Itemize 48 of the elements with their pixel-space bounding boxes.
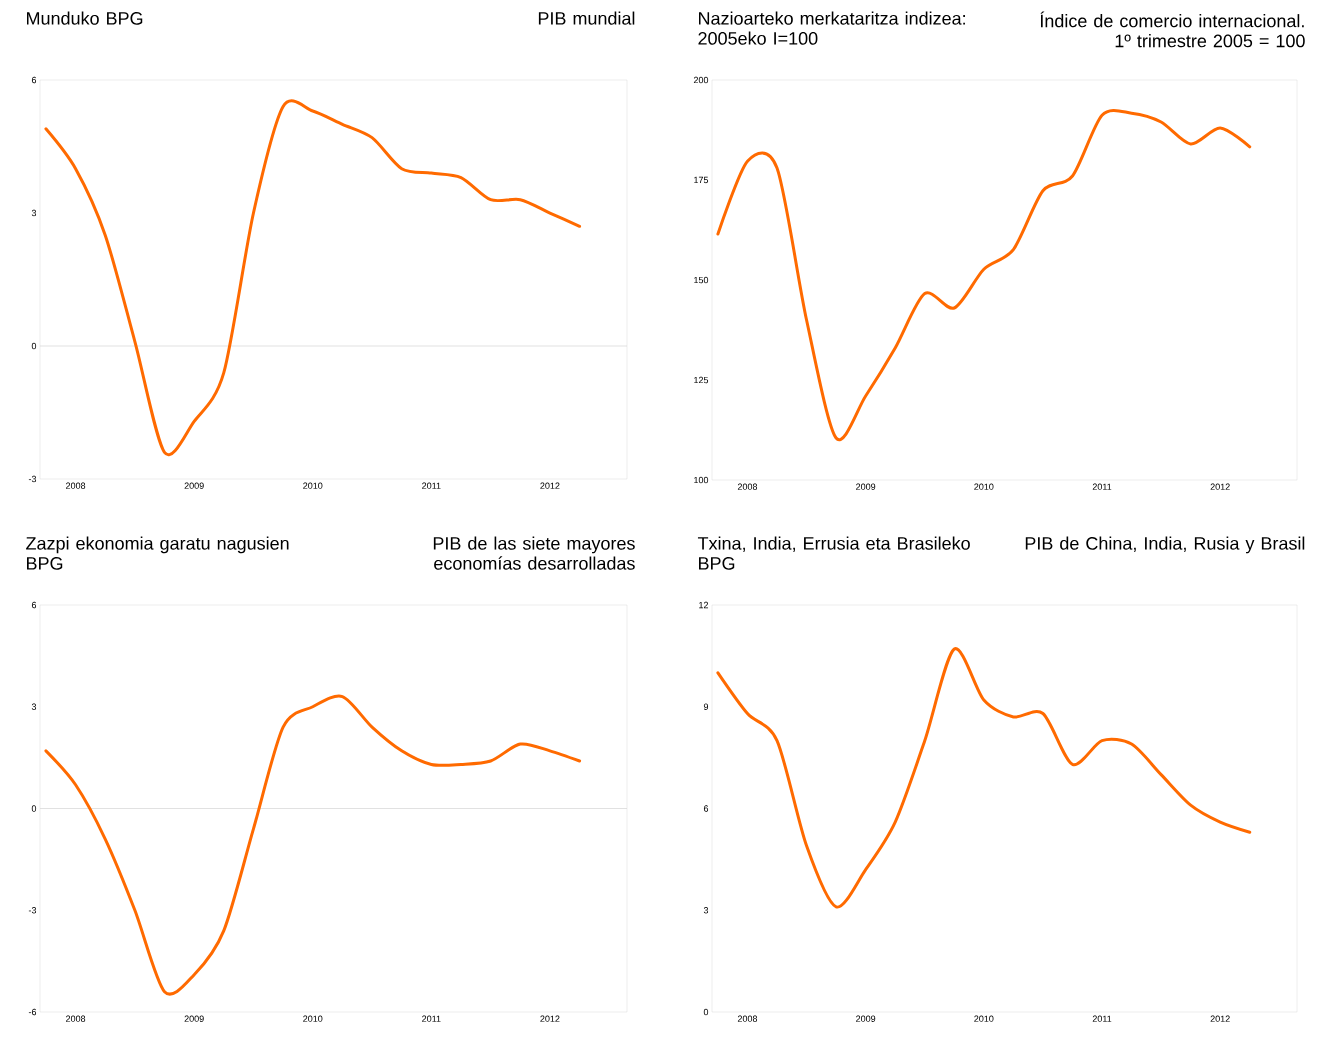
chart-title: Nazioarteko merkataritza indizea: 2005eko I=100 [698, 11, 965, 45]
x-tick-label: 2008 [737, 483, 758, 490]
y-tick-label: 3 [703, 907, 709, 914]
y-tick-label: 0 [31, 805, 37, 812]
x-tick-label: 2012 [540, 1015, 560, 1022]
chart-subtitle: PIB de las siete mayores economías desarrolladas [433, 536, 635, 570]
x-tick-label: 2011 [422, 482, 441, 489]
x-tick-label: 2010 [303, 482, 323, 489]
x-tick-label: 2010 [974, 1015, 994, 1022]
x-tick-label: 2011 [422, 1015, 441, 1022]
chart-title: Zazpi ekonomia garatu nagusien BPG [26, 536, 289, 570]
chart-title: Munduko BPG [27, 11, 143, 25]
y-tick-label: 6 [703, 805, 709, 812]
y-tick-label: 150 [694, 276, 709, 284]
y-tick-label: -3 [28, 475, 37, 483]
y-tick-label: 3 [31, 209, 37, 217]
x-tick-label: 2011 [1092, 1015, 1112, 1022]
x-tick-label: 2011 [1092, 483, 1112, 490]
y-tick-label: 6 [31, 601, 37, 609]
y-tick-label: 175 [694, 176, 709, 184]
chart-subtitle: PIB de China, India, Rusia y Brasil [1025, 536, 1305, 554]
y-tick-label: 12 [699, 601, 709, 609]
chart-title: Txina, India, Errusia eta Brasileko BPG [697, 536, 970, 570]
line-series [716, 647, 1252, 909]
x-tick-label: 2008 [737, 1015, 758, 1022]
x-tick-label: 2012 [1210, 1015, 1230, 1022]
y-tick-label: -3 [28, 907, 37, 914]
x-tick-label: 2010 [303, 1015, 323, 1022]
x-tick-label: 2009 [184, 482, 204, 489]
y-tick-label: 100 [694, 476, 709, 484]
chart-subtitle: PIB mundial [538, 11, 635, 25]
y-tick-label: 6 [31, 76, 37, 84]
y-tick-label: 0 [703, 1008, 709, 1016]
x-tick-label: 2009 [856, 483, 876, 490]
x-tick-label: 2010 [974, 483, 994, 490]
y-tick-label: 125 [694, 376, 709, 384]
x-tick-label: 2008 [66, 482, 86, 489]
x-tick-label: 2009 [184, 1015, 204, 1022]
y-tick-label: 3 [31, 703, 37, 710]
x-tick-label: 2009 [856, 1015, 876, 1022]
x-tick-label: 2012 [540, 482, 560, 489]
y-tick-label: 200 [693, 76, 709, 84]
x-tick-label: 2012 [1210, 483, 1230, 490]
chart-subtitle: Índice de comercio internacional. 1º trimestre 2005 = 100 [1040, 11, 1305, 48]
y-tick-label: -6 [28, 1008, 37, 1016]
y-tick-label: 0 [31, 342, 37, 350]
x-tick-label: 2008 [66, 1015, 86, 1022]
y-tick-label: 9 [703, 703, 709, 710]
